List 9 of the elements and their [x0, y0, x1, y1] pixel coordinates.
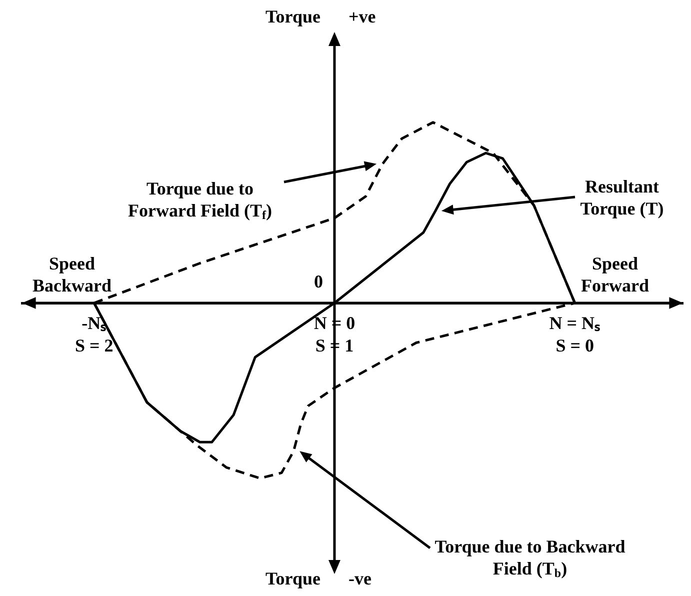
annotation: Speed Backward	[32, 254, 112, 296]
text: -ve	[348, 568, 372, 589]
text: Torque	[265, 568, 320, 589]
text: Torque	[265, 6, 320, 27]
text: Resultant Torque (T)	[580, 176, 664, 219]
x-tick-label: N = Nₛ S = 0	[549, 312, 600, 356]
annotation: Speed Forward	[581, 254, 649, 296]
text: +ve	[348, 6, 376, 27]
annotation: 0	[314, 272, 323, 292]
